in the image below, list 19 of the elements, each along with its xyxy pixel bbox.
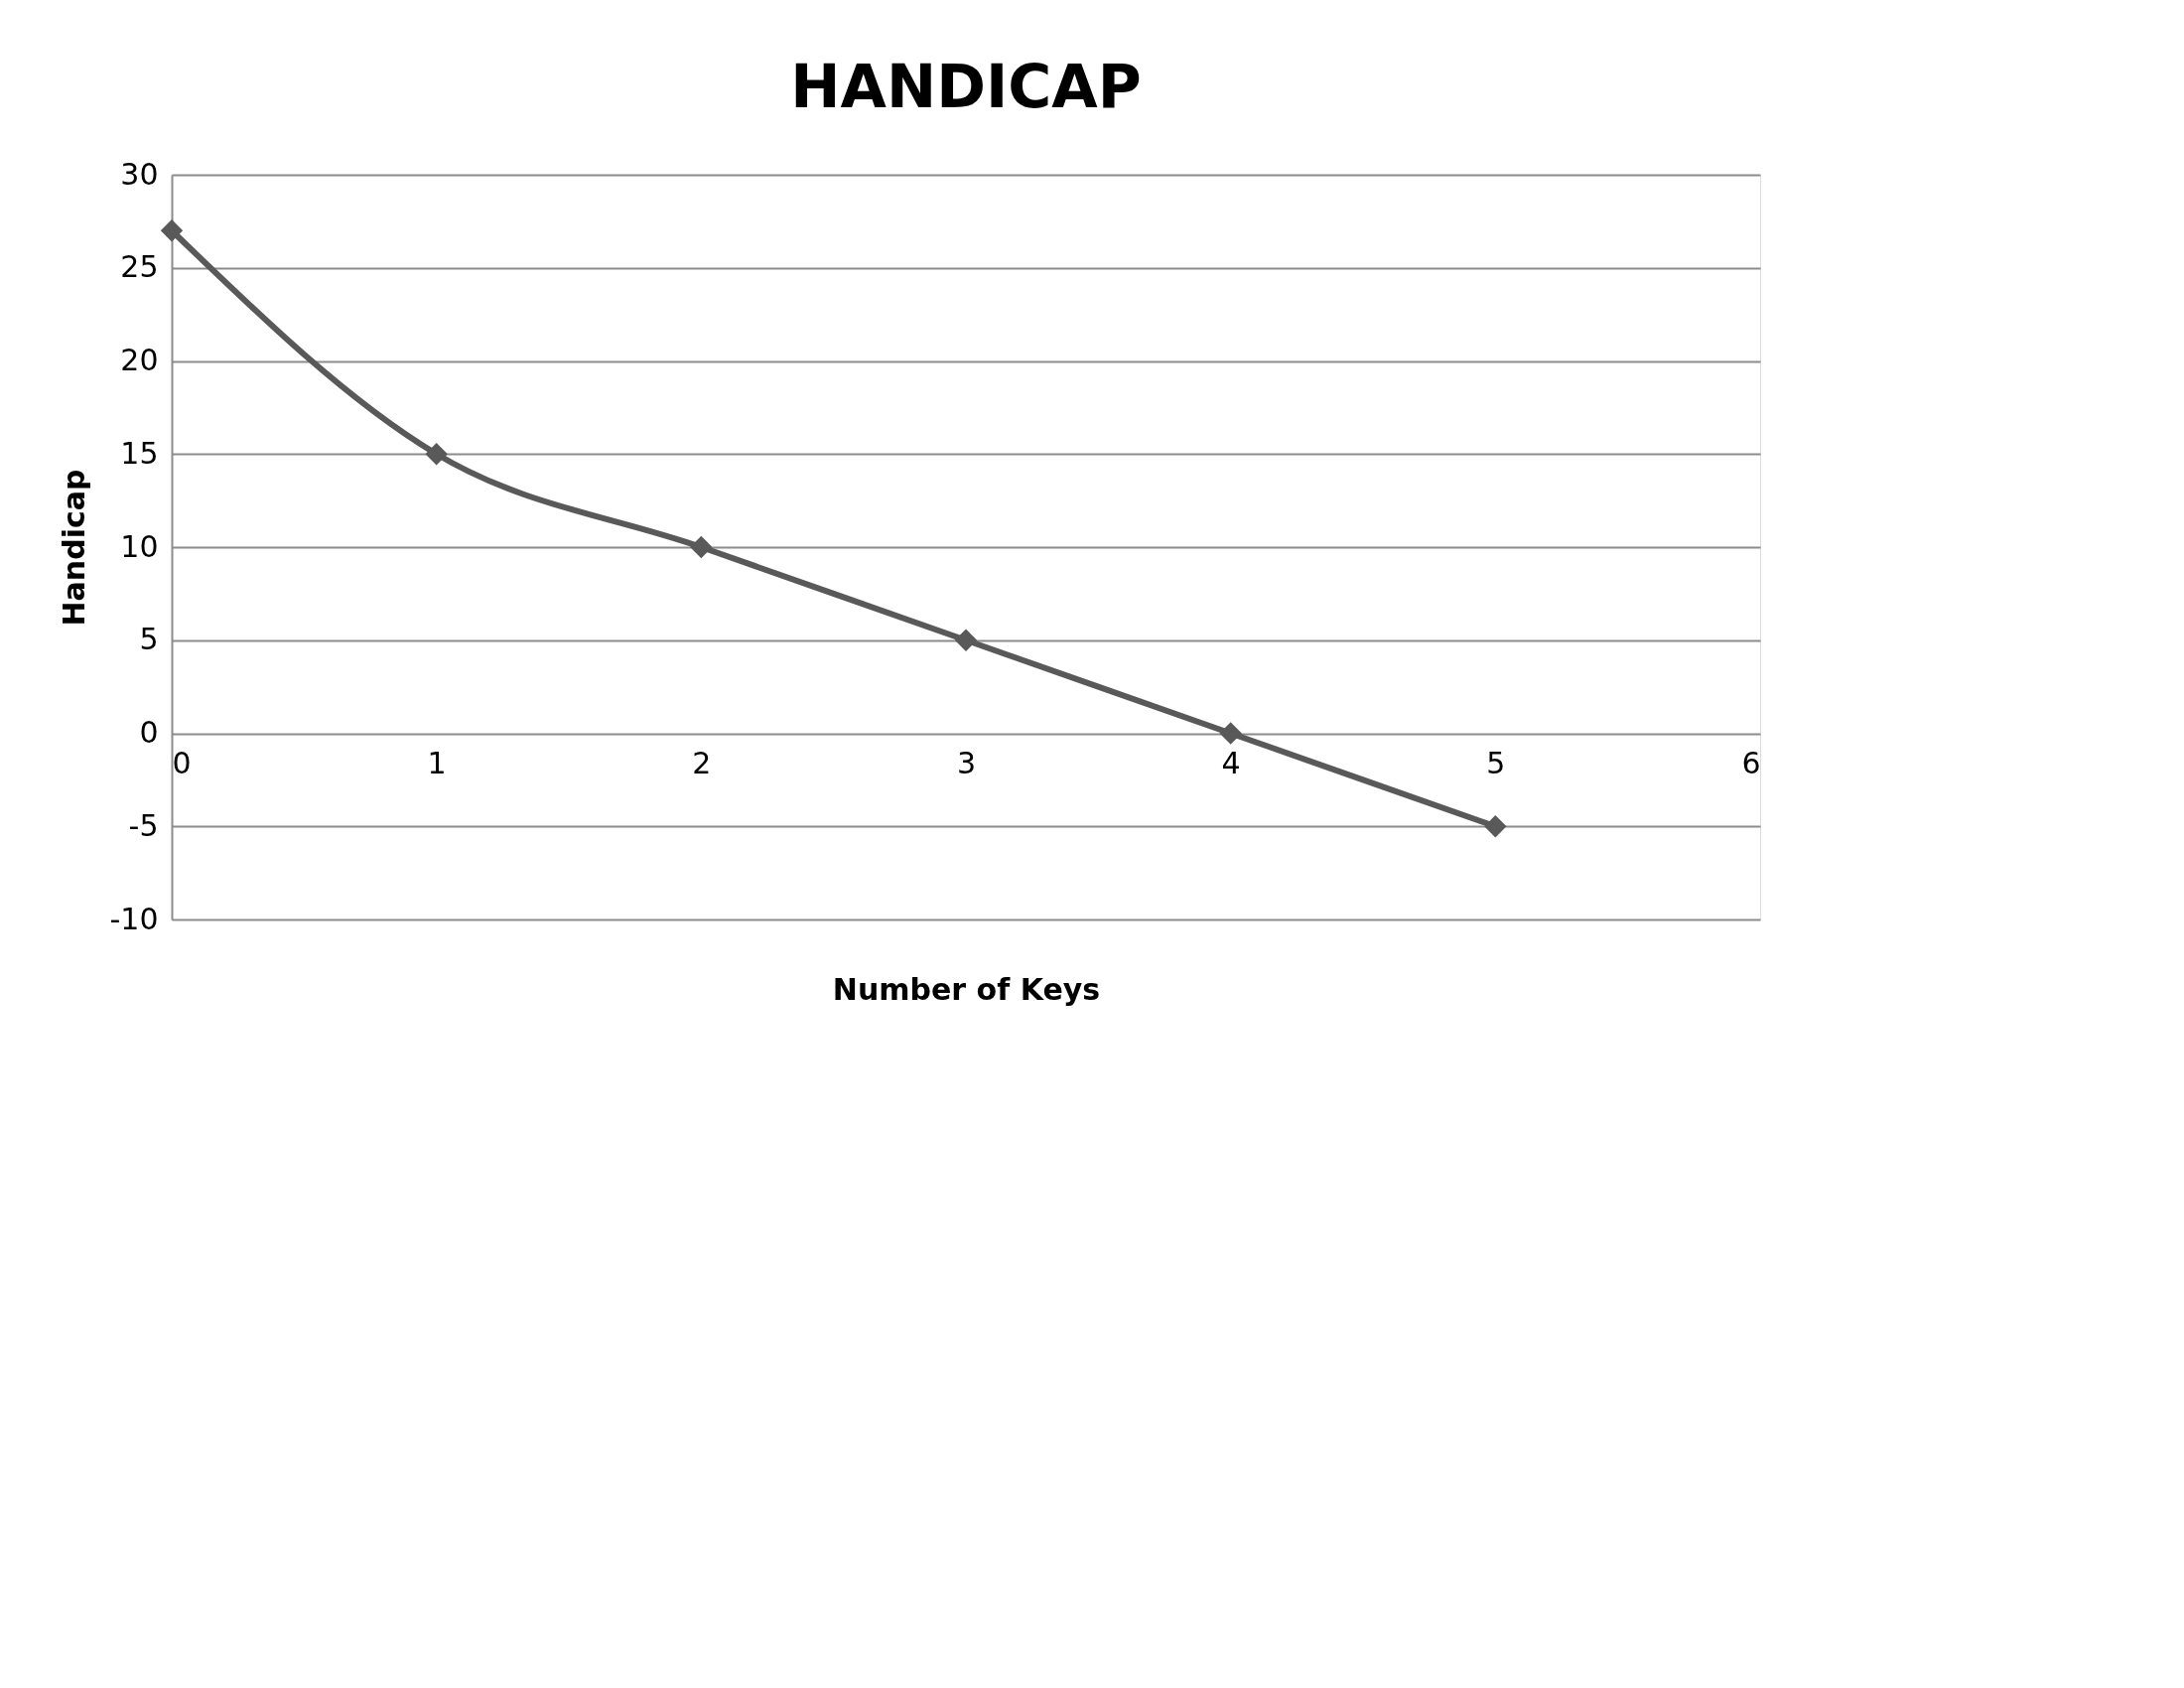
y-axis-title: Handicap	[56, 469, 91, 627]
x-tick-label: 0	[172, 746, 192, 780]
y-tick-label: -5	[128, 807, 159, 843]
x-tick-label: 4	[1221, 746, 1241, 780]
chart-title: HANDICAP	[790, 52, 1142, 121]
x-axis-title: Number of Keys	[832, 971, 1101, 1007]
x-tick-label: 3	[956, 746, 977, 780]
y-tick-label: 25	[120, 249, 159, 285]
x-tick-label: 6	[1741, 746, 1761, 780]
y-tick-label: 30	[120, 156, 159, 192]
x-tick-label: 5	[1486, 746, 1506, 780]
x-tick-label: 2	[692, 746, 712, 780]
y-tick-label: 10	[120, 528, 159, 564]
y-tick-label: 0	[139, 715, 159, 750]
y-tick-label: 20	[120, 343, 159, 377]
y-tick-label: -10	[109, 901, 159, 936]
y-tick-label: 5	[139, 622, 159, 657]
y-tick-label: 15	[120, 435, 159, 471]
x-tick-label: 1	[427, 746, 447, 780]
